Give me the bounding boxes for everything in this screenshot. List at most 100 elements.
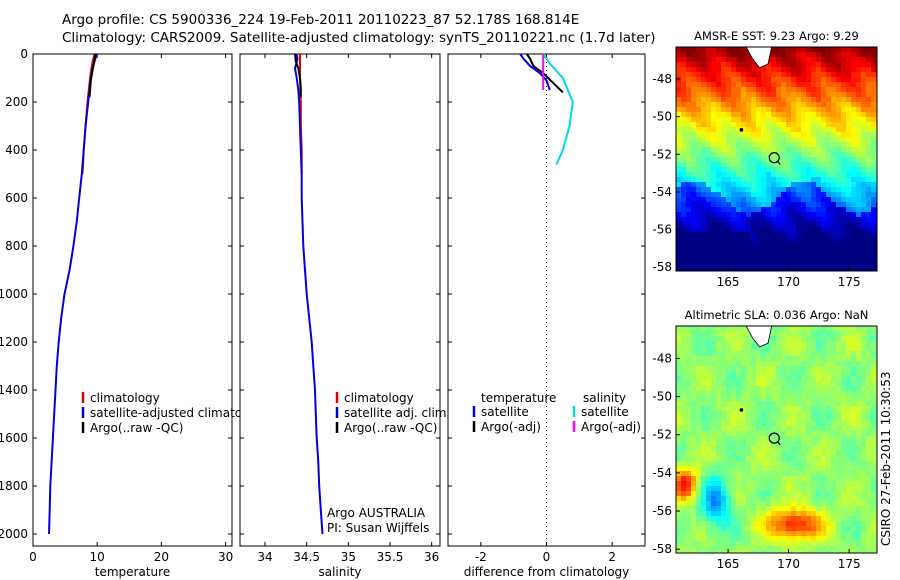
map-cell (731, 426, 737, 432)
map-cell (861, 356, 867, 362)
map-cell (711, 351, 717, 357)
map-cell (851, 227, 857, 233)
map-cell (766, 77, 772, 83)
map-cell (861, 232, 867, 238)
map-cell (821, 536, 827, 542)
map-cell (806, 431, 812, 437)
map-cell (761, 87, 767, 93)
map-cell (726, 227, 732, 233)
map-cell (841, 386, 847, 392)
map-cell (686, 162, 692, 168)
map-cell (846, 416, 852, 422)
map-cell (731, 401, 737, 407)
map-cell (841, 252, 847, 258)
map-cell (801, 441, 807, 447)
map-cell (861, 57, 867, 63)
map-cell (816, 82, 822, 88)
map-cell (871, 107, 877, 113)
map-cell (691, 386, 697, 392)
map-cell (736, 177, 742, 183)
map-cell (761, 97, 767, 103)
map-cell (711, 416, 717, 422)
map-cell (801, 416, 807, 422)
map-cell (761, 416, 767, 422)
map-cell (696, 361, 702, 367)
map-cell (691, 536, 697, 542)
map-cell (811, 267, 817, 271)
map-cell (696, 157, 702, 163)
map-cell (811, 541, 817, 547)
map-cell (686, 451, 692, 457)
map-cell (746, 496, 752, 502)
map-cell (696, 436, 702, 442)
map-cell (696, 461, 702, 467)
map-cell (821, 132, 827, 138)
map-cell (696, 326, 702, 332)
map-cell (721, 207, 727, 213)
map-cell (761, 356, 767, 362)
map-cell (781, 62, 787, 68)
map-cell (766, 426, 772, 432)
map-cell (871, 426, 877, 432)
map-cell (726, 202, 732, 208)
map-cell (866, 506, 872, 512)
map-cell (826, 82, 832, 88)
map-cell (741, 167, 747, 173)
map-cell (831, 82, 837, 88)
map-cell (766, 207, 772, 213)
map-cell (866, 112, 872, 118)
map-cell (691, 92, 697, 98)
map-cell (716, 152, 722, 158)
map-cell (711, 167, 717, 173)
map-cell (726, 516, 732, 522)
map-cell (746, 446, 752, 452)
map-cell (686, 177, 692, 183)
map-cell (711, 192, 717, 198)
map-cell (786, 137, 792, 143)
map-cell (676, 117, 682, 123)
map-cell (771, 152, 777, 158)
map-cell (751, 386, 757, 392)
map-cell (706, 421, 712, 427)
map-cell (816, 77, 822, 83)
map-cell (791, 411, 797, 417)
map-cell (766, 227, 772, 233)
map-cell (781, 147, 787, 153)
map-x-tick-label: 165 (717, 275, 740, 289)
map-cell (786, 481, 792, 487)
map-cell (696, 481, 702, 487)
map-cell (871, 331, 877, 337)
map-cell (836, 252, 842, 258)
map-cell (766, 192, 772, 198)
map-cell (731, 446, 737, 452)
map-cell (846, 217, 852, 223)
map-cell (751, 197, 757, 203)
map-cell (736, 431, 742, 437)
map-cell (681, 207, 687, 213)
map-cell (811, 237, 817, 243)
map-cell (866, 252, 872, 258)
map-cell (841, 112, 847, 118)
map-cell (856, 107, 862, 113)
legend-entry: satellite adj. clim. (344, 406, 450, 420)
map-cell (766, 187, 772, 193)
series-line-argo-raw-qc- (88, 53, 97, 98)
map-cell (711, 227, 717, 233)
map-cell (681, 371, 687, 377)
map-cell (686, 97, 692, 103)
map-cell (756, 247, 762, 253)
map-cell (691, 267, 697, 271)
map-cell (781, 516, 787, 522)
map-cell (841, 227, 847, 233)
map-cell (716, 127, 722, 133)
map-cell (721, 127, 727, 133)
map-cell (676, 536, 682, 542)
map-cell (796, 476, 802, 482)
map-cell (851, 546, 857, 552)
map-cell (721, 167, 727, 173)
map-cell (761, 82, 767, 88)
map-cell (726, 262, 732, 268)
map-cell (781, 521, 787, 527)
map-cell (691, 356, 697, 362)
map-cell (841, 127, 847, 133)
